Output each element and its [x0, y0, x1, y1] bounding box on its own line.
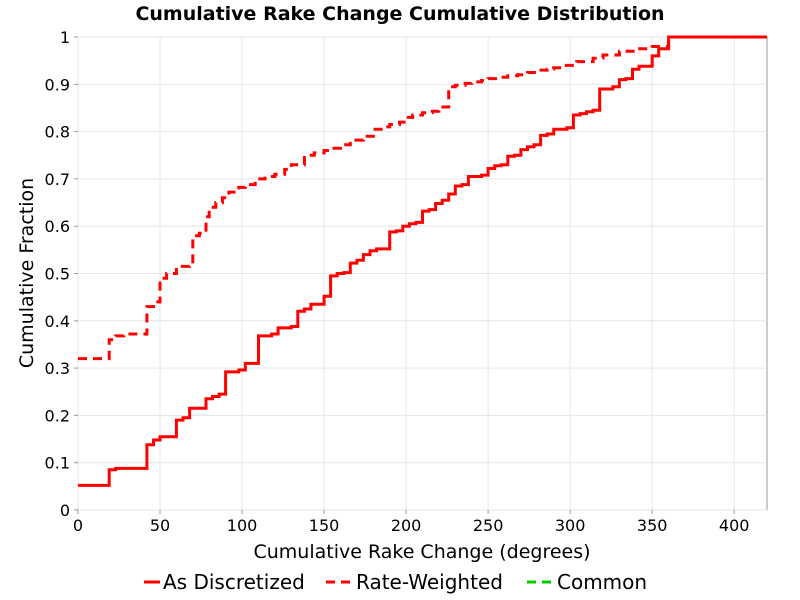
y-tick-label: 0.1: [45, 454, 70, 473]
y-tick-label: 0.3: [45, 359, 70, 378]
x-tick-label: 100: [227, 516, 258, 535]
legend-label-common: Common: [557, 570, 647, 594]
x-tick-label: 200: [391, 516, 422, 535]
series-lines: [78, 35, 767, 487]
y-axis-label: Cumulative Fraction: [16, 178, 38, 368]
x-axis-label: Cumulative Rake Change (degrees): [253, 541, 590, 563]
y-tick-label: 0.7: [45, 170, 70, 189]
x-tick-label: 250: [473, 516, 504, 535]
x-axis-ticks: 0 50 100 150 200 250 300 350 400: [73, 510, 750, 535]
x-tick-label: 350: [637, 516, 668, 535]
y-tick-label: 1: [60, 28, 70, 47]
chart-title: Cumulative Rake Change Cumulative Distri…: [135, 3, 664, 25]
y-tick-label: 0.2: [45, 406, 70, 425]
x-tick-label: 0: [73, 516, 83, 535]
x-tick-label: 400: [719, 516, 750, 535]
y-tick-label: 0: [60, 501, 70, 520]
x-tick-label: 300: [555, 516, 586, 535]
series-line-as-discretized: [78, 35, 767, 487]
x-tick-label: 50: [150, 516, 170, 535]
legend-label-as-discretized: As Discretized: [163, 570, 305, 594]
series-line-rate-weighted: [78, 35, 767, 361]
legend: As Discretized Rate-Weighted Common: [144, 570, 647, 594]
y-tick-label: 0.5: [45, 265, 70, 284]
x-tick-label: 150: [309, 516, 340, 535]
y-axis-ticks: 0 0.1 0.2 0.3 0.4 0.5 0.6 0.7 0.8 0.9 1: [45, 28, 78, 520]
y-tick-label: 0.4: [45, 312, 70, 331]
grid-lines: [77, 36, 767, 511]
y-tick-label: 0.8: [45, 123, 70, 142]
y-tick-label: 0.9: [45, 75, 70, 94]
y-tick-label: 0.6: [45, 217, 70, 236]
legend-label-rate-weighted: Rate-Weighted: [356, 570, 503, 594]
